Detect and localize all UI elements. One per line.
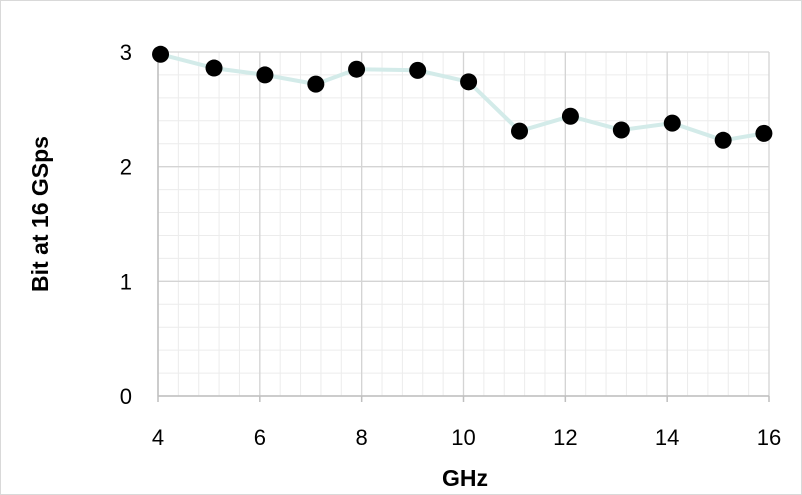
x-tick-label: 16 <box>757 425 781 450</box>
x-axis-title: GHz <box>442 465 488 491</box>
data-point <box>348 60 366 78</box>
x-tick-label: 8 <box>356 425 368 450</box>
data-point <box>460 73 478 91</box>
data-point <box>714 131 732 149</box>
data-point <box>511 122 529 140</box>
x-tick-label: 14 <box>655 425 679 450</box>
x-tick-label: 6 <box>254 425 266 450</box>
x-tick-label: 12 <box>553 425 577 450</box>
x-tick-label: 10 <box>451 425 475 450</box>
data-point <box>409 61 427 79</box>
data-point <box>256 66 274 84</box>
data-point <box>663 114 681 132</box>
gridlines <box>157 51 770 397</box>
data-point <box>307 75 325 93</box>
data-point <box>612 121 630 139</box>
data-point <box>205 59 223 77</box>
data-point <box>561 107 579 125</box>
y-axis-title: Bit at 16 GSps <box>27 136 53 292</box>
y-tick-label: 3 <box>120 40 132 65</box>
series-layer <box>152 45 773 149</box>
y-tick-label: 0 <box>120 384 132 409</box>
data-point <box>755 124 773 142</box>
y-tick-label: 2 <box>120 155 132 180</box>
data-point <box>152 45 170 63</box>
y-tick-label: 1 <box>120 269 132 294</box>
x-tick-label: 4 <box>152 425 164 450</box>
axes <box>157 52 770 402</box>
